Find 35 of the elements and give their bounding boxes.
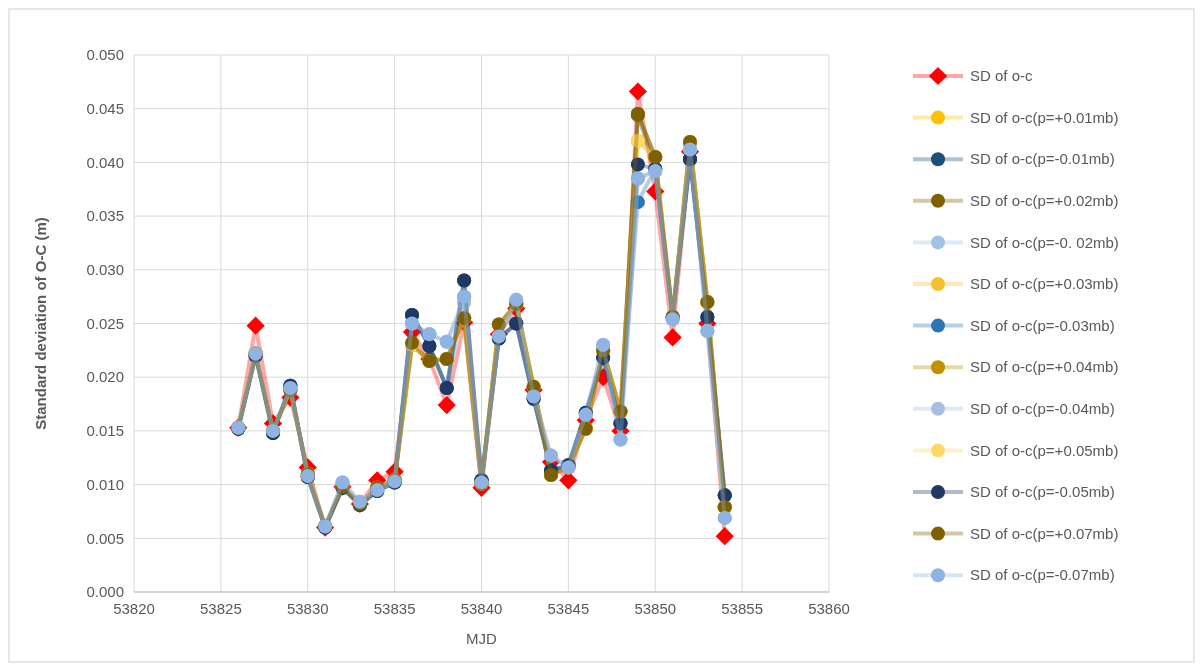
- y-tick-label: 0.020: [86, 368, 124, 386]
- x-tick-label: 53825: [200, 600, 242, 617]
- x-tick-label: 53860: [808, 600, 850, 617]
- legend-label: SD of o-c(p=+0.05mb): [970, 441, 1119, 459]
- y-tick-label: 0.025: [86, 314, 124, 332]
- legend-label: SD of o-c(p=-0.07mb): [970, 566, 1115, 584]
- y-tick-label: 0.040: [86, 153, 124, 171]
- legend-label: SD of o-c(p=+0.07mb): [970, 524, 1119, 542]
- legend-label: SD of o-c(p=-0.01mb): [970, 150, 1115, 168]
- legend-label: SD of o-c(p=+0.02mb): [970, 192, 1119, 210]
- x-axis-title: MJD: [466, 630, 498, 647]
- legend-label: SD of o-c(p=-0. 02mb): [970, 233, 1119, 251]
- y-axis-title: Standard deviation of O-C (m): [32, 217, 49, 430]
- x-tick-label: 53830: [286, 600, 329, 617]
- x-tick-label: 53845: [547, 600, 590, 617]
- y-tick-label: 0.015: [86, 422, 124, 440]
- y-tick-label: 0.045: [86, 99, 124, 117]
- y-tick-label: 0.005: [86, 529, 124, 547]
- x-tick-label: 53835: [373, 600, 416, 617]
- legend-label: SD of o-c(p=+0.04mb): [970, 358, 1119, 376]
- y-tick-label: 0.035: [86, 207, 124, 225]
- legend-label: SD of o-c(p=-0.04mb): [970, 400, 1115, 418]
- legend-label: SD of o-c(p=-0.05mb): [970, 483, 1115, 501]
- x-tick-label: 53840: [460, 600, 503, 617]
- legend-label: SD of o-c(p=+0.01mb): [970, 108, 1119, 126]
- x-tick-label: 53850: [634, 600, 677, 617]
- x-tick-label: 53855: [721, 600, 763, 617]
- legend-label: SD of o-c: [970, 67, 1034, 85]
- y-tick-label: 0.050: [86, 46, 124, 64]
- x-tick-label: 53820: [113, 600, 155, 617]
- legend-label: SD of o-c(p=-0.03mb): [970, 316, 1115, 334]
- y-tick-label: 0.010: [86, 475, 124, 493]
- legend-label: SD of o-c(p=+0.03mb): [970, 275, 1119, 293]
- y-tick-label: 0.000: [86, 583, 124, 601]
- y-tick-label: 0.030: [86, 261, 124, 279]
